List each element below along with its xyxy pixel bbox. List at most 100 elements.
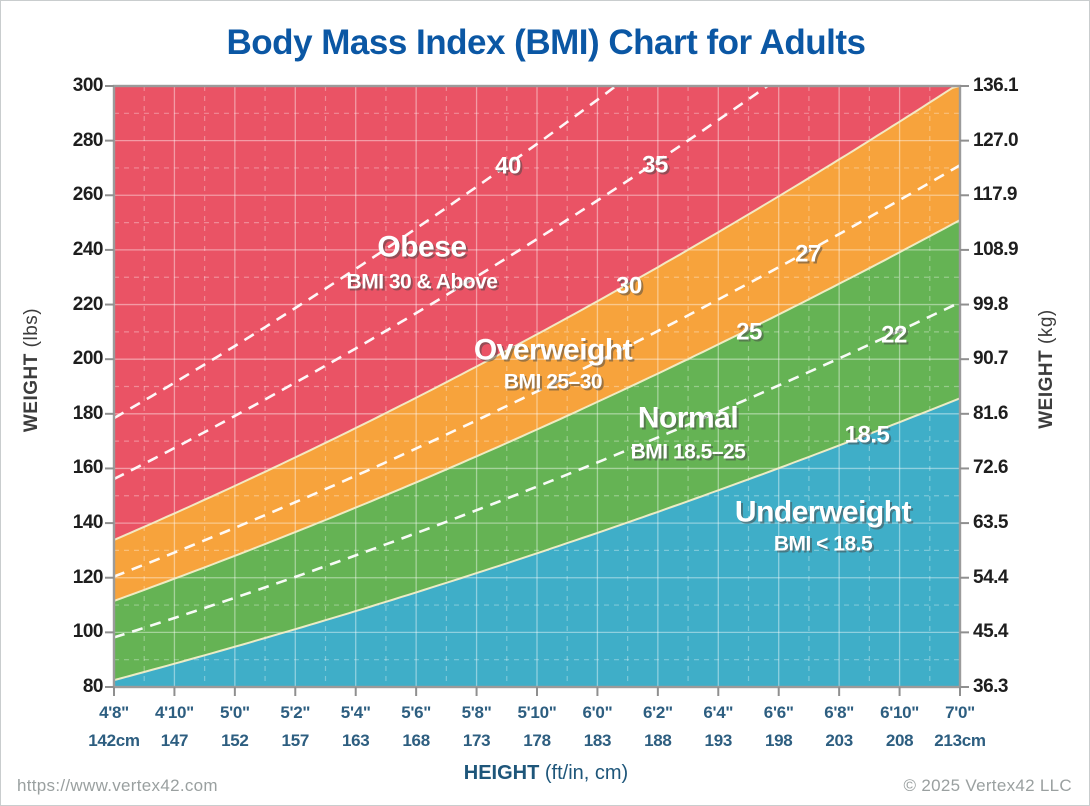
zone-boundary-bmi-30: [114, 86, 960, 541]
chart-title: Body Mass Index (BMI) Chart for Adults: [226, 23, 866, 62]
x-axis-title: HEIGHT (ft/in, cm): [346, 762, 746, 785]
y-tick-kg-63.5: 63.5: [973, 512, 1008, 534]
zone-label-obese: Obese: [377, 231, 466, 264]
bmi-line-40: [114, 86, 617, 420]
bmi-value-label-25: 25: [736, 319, 762, 346]
bmi-value-label-25-shadow: 25: [738, 321, 764, 348]
y-tick-kg-45.4: 45.4: [973, 621, 1008, 643]
zone-label-underweight: Underweight: [735, 496, 912, 529]
x-tick-cm-7: 178: [523, 731, 551, 750]
x-tick-cm-2: 152: [221, 731, 249, 750]
bmi-line-35: [114, 86, 769, 481]
y-axis-title-right-name: WEIGHT: [1036, 349, 1057, 429]
y-axis-title-left-unit: (lbs): [21, 307, 42, 348]
x-tick-ftin-1: 4'10": [154, 703, 194, 722]
x-tick-cm-6: 173: [462, 731, 491, 750]
x-tick-ftin-7: 5'10": [517, 703, 557, 722]
x-tick-ftin-5: 5'6": [401, 703, 432, 722]
zone-sublabel-underweight: BMI < 18.5: [774, 533, 873, 556]
x-tick-ftin-13: 6'10": [880, 703, 920, 722]
bmi-value-label-40: 40: [495, 153, 521, 180]
x-tick-cm-11: 198: [764, 731, 793, 750]
x-tick-ftin-9: 6'2": [642, 703, 673, 722]
y-tick-lbs-140: 140: [72, 512, 104, 534]
x-tick-cm-4: 163: [341, 731, 370, 750]
x-tick-ftin-14: 7'0": [945, 703, 975, 722]
x-tick-cm-9: 188: [644, 731, 672, 750]
zone-sublabel-normal: BMI 18.5–25: [631, 441, 747, 464]
zone-label-underweight-shadow: Underweight: [737, 498, 914, 531]
y-tick-lbs-160: 160: [72, 457, 104, 479]
y-tick-kg-90.7: 90.7: [973, 348, 1008, 370]
x-tick-cm-12: 203: [825, 731, 853, 750]
zone-sublabel-obese: BMI 30 & Above: [347, 271, 498, 294]
zone-area-normal: [114, 220, 960, 681]
y-tick-lbs-280: 280: [72, 129, 104, 151]
x-tick-ftin-2: 5'0": [219, 703, 250, 722]
bmi-value-label-18.5-shadow: 18.5: [847, 424, 892, 451]
x-tick-ftin-0: 4'8": [99, 703, 129, 722]
x-tick-ftin-12: 6'8": [824, 703, 855, 722]
bmi-value-label-35-shadow: 35: [644, 154, 670, 181]
x-tick-cm-10: 193: [704, 731, 733, 750]
y-tick-lbs-80: 80: [82, 676, 104, 697]
x-tick-cm-8: 183: [583, 731, 612, 750]
bmi-value-label-18.5: 18.5: [845, 422, 890, 449]
x-axis-title-unit: (ft/in, cm): [544, 762, 629, 784]
zone-label-normal: Normal: [638, 402, 738, 435]
x-tick-ftin-8: 6'0": [582, 703, 613, 722]
y-axis-title-right: WEIGHT (kg): [1036, 219, 1058, 519]
footer-copyright: © 2025 Vertex42 LLC: [903, 776, 1072, 795]
bmi-line-27: [114, 164, 960, 578]
zone-label-obese-shadow: Obese: [379, 233, 468, 266]
y-tick-kg-127.0: 127.0: [973, 129, 1019, 151]
x-tick-ftin-10: 6'4": [703, 703, 734, 722]
x-tick-cm-13: 208: [885, 731, 914, 750]
x-tick-cm-0: 142cm: [88, 731, 140, 750]
y-tick-kg-54.4: 54.4: [973, 566, 1008, 588]
y-tick-lbs-260: 260: [72, 184, 104, 206]
y-tick-lbs-240: 240: [72, 238, 104, 260]
bmi-value-label-40-shadow: 40: [497, 155, 523, 182]
x-tick-cm-5: 168: [402, 731, 430, 750]
y-tick-lbs-300: 300: [72, 75, 104, 96]
zone-sublabel-obese-shadow: BMI 30 & Above: [349, 273, 500, 296]
y-tick-kg-36.3: 36.3: [973, 676, 1008, 697]
zone-sublabel-underweight-shadow: BMI < 18.5: [776, 535, 875, 558]
zone-area-obese: [114, 86, 960, 540]
y-tick-lbs-180: 180: [72, 402, 104, 424]
zone-boundary-bmi-18.5: [114, 397, 960, 682]
y-tick-kg-136.1: 136.1: [973, 75, 1019, 96]
bmi-value-label-22-shadow: 22: [883, 324, 909, 351]
x-tick-cm-1: 147: [160, 731, 189, 750]
zone-label-overweight: Overweight: [474, 334, 633, 367]
y-axis-title-left: WEIGHT (lbs): [21, 220, 43, 520]
x-tick-ftin-3: 5'2": [280, 703, 311, 722]
bmi-value-label-27: 27: [795, 241, 821, 268]
zone-area-underweight: [114, 398, 960, 687]
y-tick-lbs-200: 200: [72, 348, 104, 370]
zone-sublabel-overweight-shadow: BMI 25–30: [506, 373, 604, 396]
y-tick-kg-108.9: 108.9: [973, 238, 1019, 260]
y-tick-lbs-120: 120: [72, 566, 104, 588]
y-tick-kg-72.6: 72.6: [973, 457, 1008, 479]
y-axis-title-right-unit: (kg): [1036, 309, 1057, 344]
bmi-value-label-35: 35: [642, 152, 668, 179]
zone-boundary-bmi-25: [114, 219, 960, 602]
y-axis-title-left-name: WEIGHT: [21, 353, 42, 433]
bmi-value-label-22: 22: [881, 322, 907, 349]
zone-sublabel-overweight: BMI 25–30: [504, 371, 602, 394]
y-tick-kg-81.6: 81.6: [973, 402, 1008, 424]
footer-url: https://www.vertex42.com: [17, 776, 218, 795]
zone-sublabel-normal-shadow: BMI 18.5–25: [633, 443, 749, 466]
bmi-value-label-27-shadow: 27: [797, 243, 823, 270]
x-tick-ftin-11: 6'6": [763, 703, 794, 722]
bmi-value-label-30: 30: [616, 273, 642, 300]
zone-label-overweight-shadow: Overweight: [476, 336, 635, 369]
x-tick-cm-14: 213cm: [934, 731, 986, 750]
zone-label-normal-shadow: Normal: [640, 404, 740, 437]
y-tick-kg-117.9: 117.9: [973, 184, 1018, 206]
x-tick-ftin-4: 5'4": [340, 703, 371, 722]
